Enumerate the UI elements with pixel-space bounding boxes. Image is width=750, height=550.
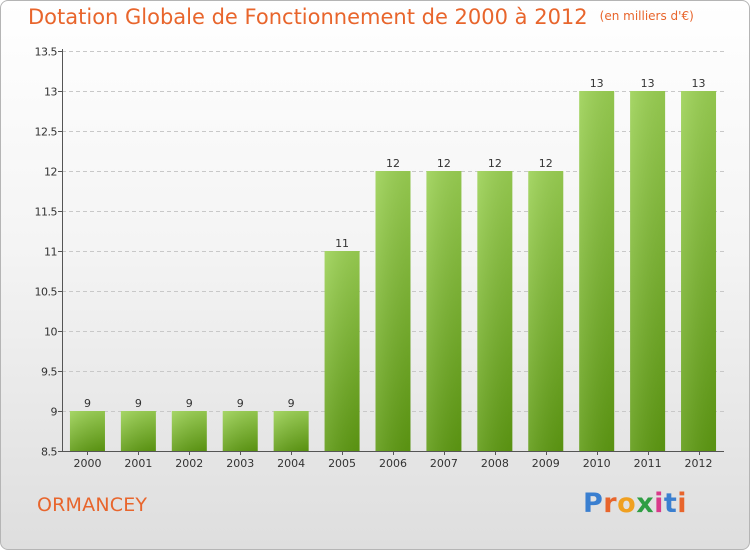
bar-shade	[171, 411, 207, 451]
axes	[58, 49, 724, 455]
value-label: 12	[437, 157, 451, 170]
value-label: 9	[84, 397, 91, 410]
y-tick-label: 13	[44, 86, 57, 99]
chart-title-text: Dotation Globale de Fonctionnement de 20…	[28, 5, 588, 29]
logo-letter: P	[583, 488, 604, 519]
y-tick-label: 11	[44, 246, 57, 259]
x-tick-label: 2009	[532, 457, 560, 470]
value-label: 9	[135, 397, 142, 410]
x-tick-label: 2003	[226, 457, 254, 470]
y-tick-label: 8.5	[41, 446, 57, 459]
value-label: 9	[288, 397, 295, 410]
x-tick-label: 2001	[124, 457, 152, 470]
value-label: 9	[186, 397, 193, 410]
value-label: 12	[488, 157, 502, 170]
x-tick-label: 2004	[277, 457, 305, 470]
bar-shade	[120, 411, 156, 451]
logo-letter: i	[677, 488, 688, 519]
bar-shade	[222, 411, 258, 451]
logo-letter: x	[636, 488, 655, 519]
x-tick-label: 2000	[73, 457, 101, 470]
bar-shade	[273, 411, 309, 451]
proxiti-logo[interactable]: Proxiti	[583, 488, 687, 519]
x-tick-label: 2002	[175, 457, 203, 470]
chart-unit: (en milliers d'€)	[599, 9, 694, 23]
y-tick-label: 13.5	[35, 46, 58, 59]
y-tick-label: 12.5	[35, 126, 58, 139]
value-label: 9	[237, 397, 244, 410]
x-tick-label: 2011	[634, 457, 662, 470]
bar-shade	[426, 171, 462, 451]
y-tick-label: 12	[44, 166, 57, 179]
bar-shade	[69, 411, 105, 451]
bar-shade	[477, 171, 513, 451]
commune-name: ORMANCEY	[37, 494, 148, 516]
bar-shade	[324, 251, 360, 451]
logo-letter: t	[663, 488, 678, 519]
logo-letter: i	[654, 488, 664, 519]
y-tick-label: 9.5	[41, 366, 57, 379]
y-tick-label: 11.5	[35, 206, 58, 219]
bar-shade	[579, 91, 615, 451]
value-label: 13	[641, 77, 655, 90]
value-label: 13	[692, 77, 706, 90]
y-tick-label: 10.5	[35, 286, 58, 299]
x-tick-label: 2010	[583, 457, 611, 470]
x-tick-label: 2007	[430, 457, 458, 470]
value-label: 13	[590, 77, 604, 90]
y-tick-label: 9	[51, 406, 58, 419]
chart-title: Dotation Globale de Fonctionnement de 20…	[28, 5, 694, 29]
labels: 8.5 9 9.5 10 10.5 11 11.5 12 12.5 13 13.5 9 2000 9 200…	[35, 46, 713, 471]
bar-shade	[630, 91, 666, 451]
bar-shade	[375, 171, 411, 451]
logo-letter: r	[603, 488, 618, 519]
bar-shade	[681, 91, 717, 451]
bar-shade	[528, 171, 564, 451]
value-label: 11	[335, 237, 349, 250]
bars	[69, 91, 717, 451]
x-tick-label: 2012	[685, 457, 713, 470]
x-tick-label: 2005	[328, 457, 356, 470]
value-label: 12	[539, 157, 553, 170]
logo-letter: o	[617, 488, 637, 519]
x-tick-label: 2008	[481, 457, 509, 470]
y-tick-label: 10	[44, 326, 57, 339]
x-tick-label: 2006	[379, 457, 407, 470]
value-label: 12	[386, 157, 400, 170]
